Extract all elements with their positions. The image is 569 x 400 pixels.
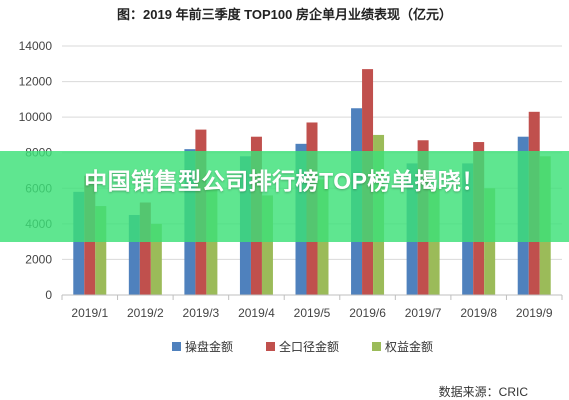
bar [128,214,140,295]
x-tick-label: 2019/7 [405,306,442,320]
bar [95,206,107,295]
x-tick-label: 2019/1 [71,306,108,320]
bar [139,202,151,295]
legend-swatch [372,342,381,351]
legend-swatch [266,342,275,351]
x-tick-label: 2019/8 [460,306,497,320]
promo-banner [0,151,569,242]
y-tick-label: 10000 [19,110,53,124]
chart-title: 图：2019 年前三季度 TOP100 房企单月业绩表现（亿元） [117,7,452,22]
legend-label: 操盘金额 [185,339,233,354]
y-tick-label: 12000 [19,75,53,89]
x-tick-label: 2019/6 [349,306,386,320]
legend-label: 权益金额 [385,339,433,354]
bar [261,195,273,295]
data-source-note: 数据来源：CRIC [438,385,528,399]
y-tick-label: 2000 [25,252,52,266]
legend: 操盘金额 全口径金额 权益金额 [172,339,433,354]
legend-swatch [172,342,181,351]
x-tick-label: 2019/5 [294,306,331,320]
promo-banner-text: 中国销售型公司排行榜TOP榜单揭晓！ [84,168,485,194]
x-tick-label: 2019/4 [238,306,275,320]
y-tick-label: 0 [45,288,52,302]
y-tick-label: 14000 [19,39,53,53]
legend-label: 全口径金额 [279,339,339,354]
bar [73,191,85,295]
x-tick-label: 2019/2 [127,306,164,320]
x-tick-label: 2019/9 [516,306,553,320]
bar [150,223,162,295]
x-tick-label: 2019/3 [183,306,220,320]
